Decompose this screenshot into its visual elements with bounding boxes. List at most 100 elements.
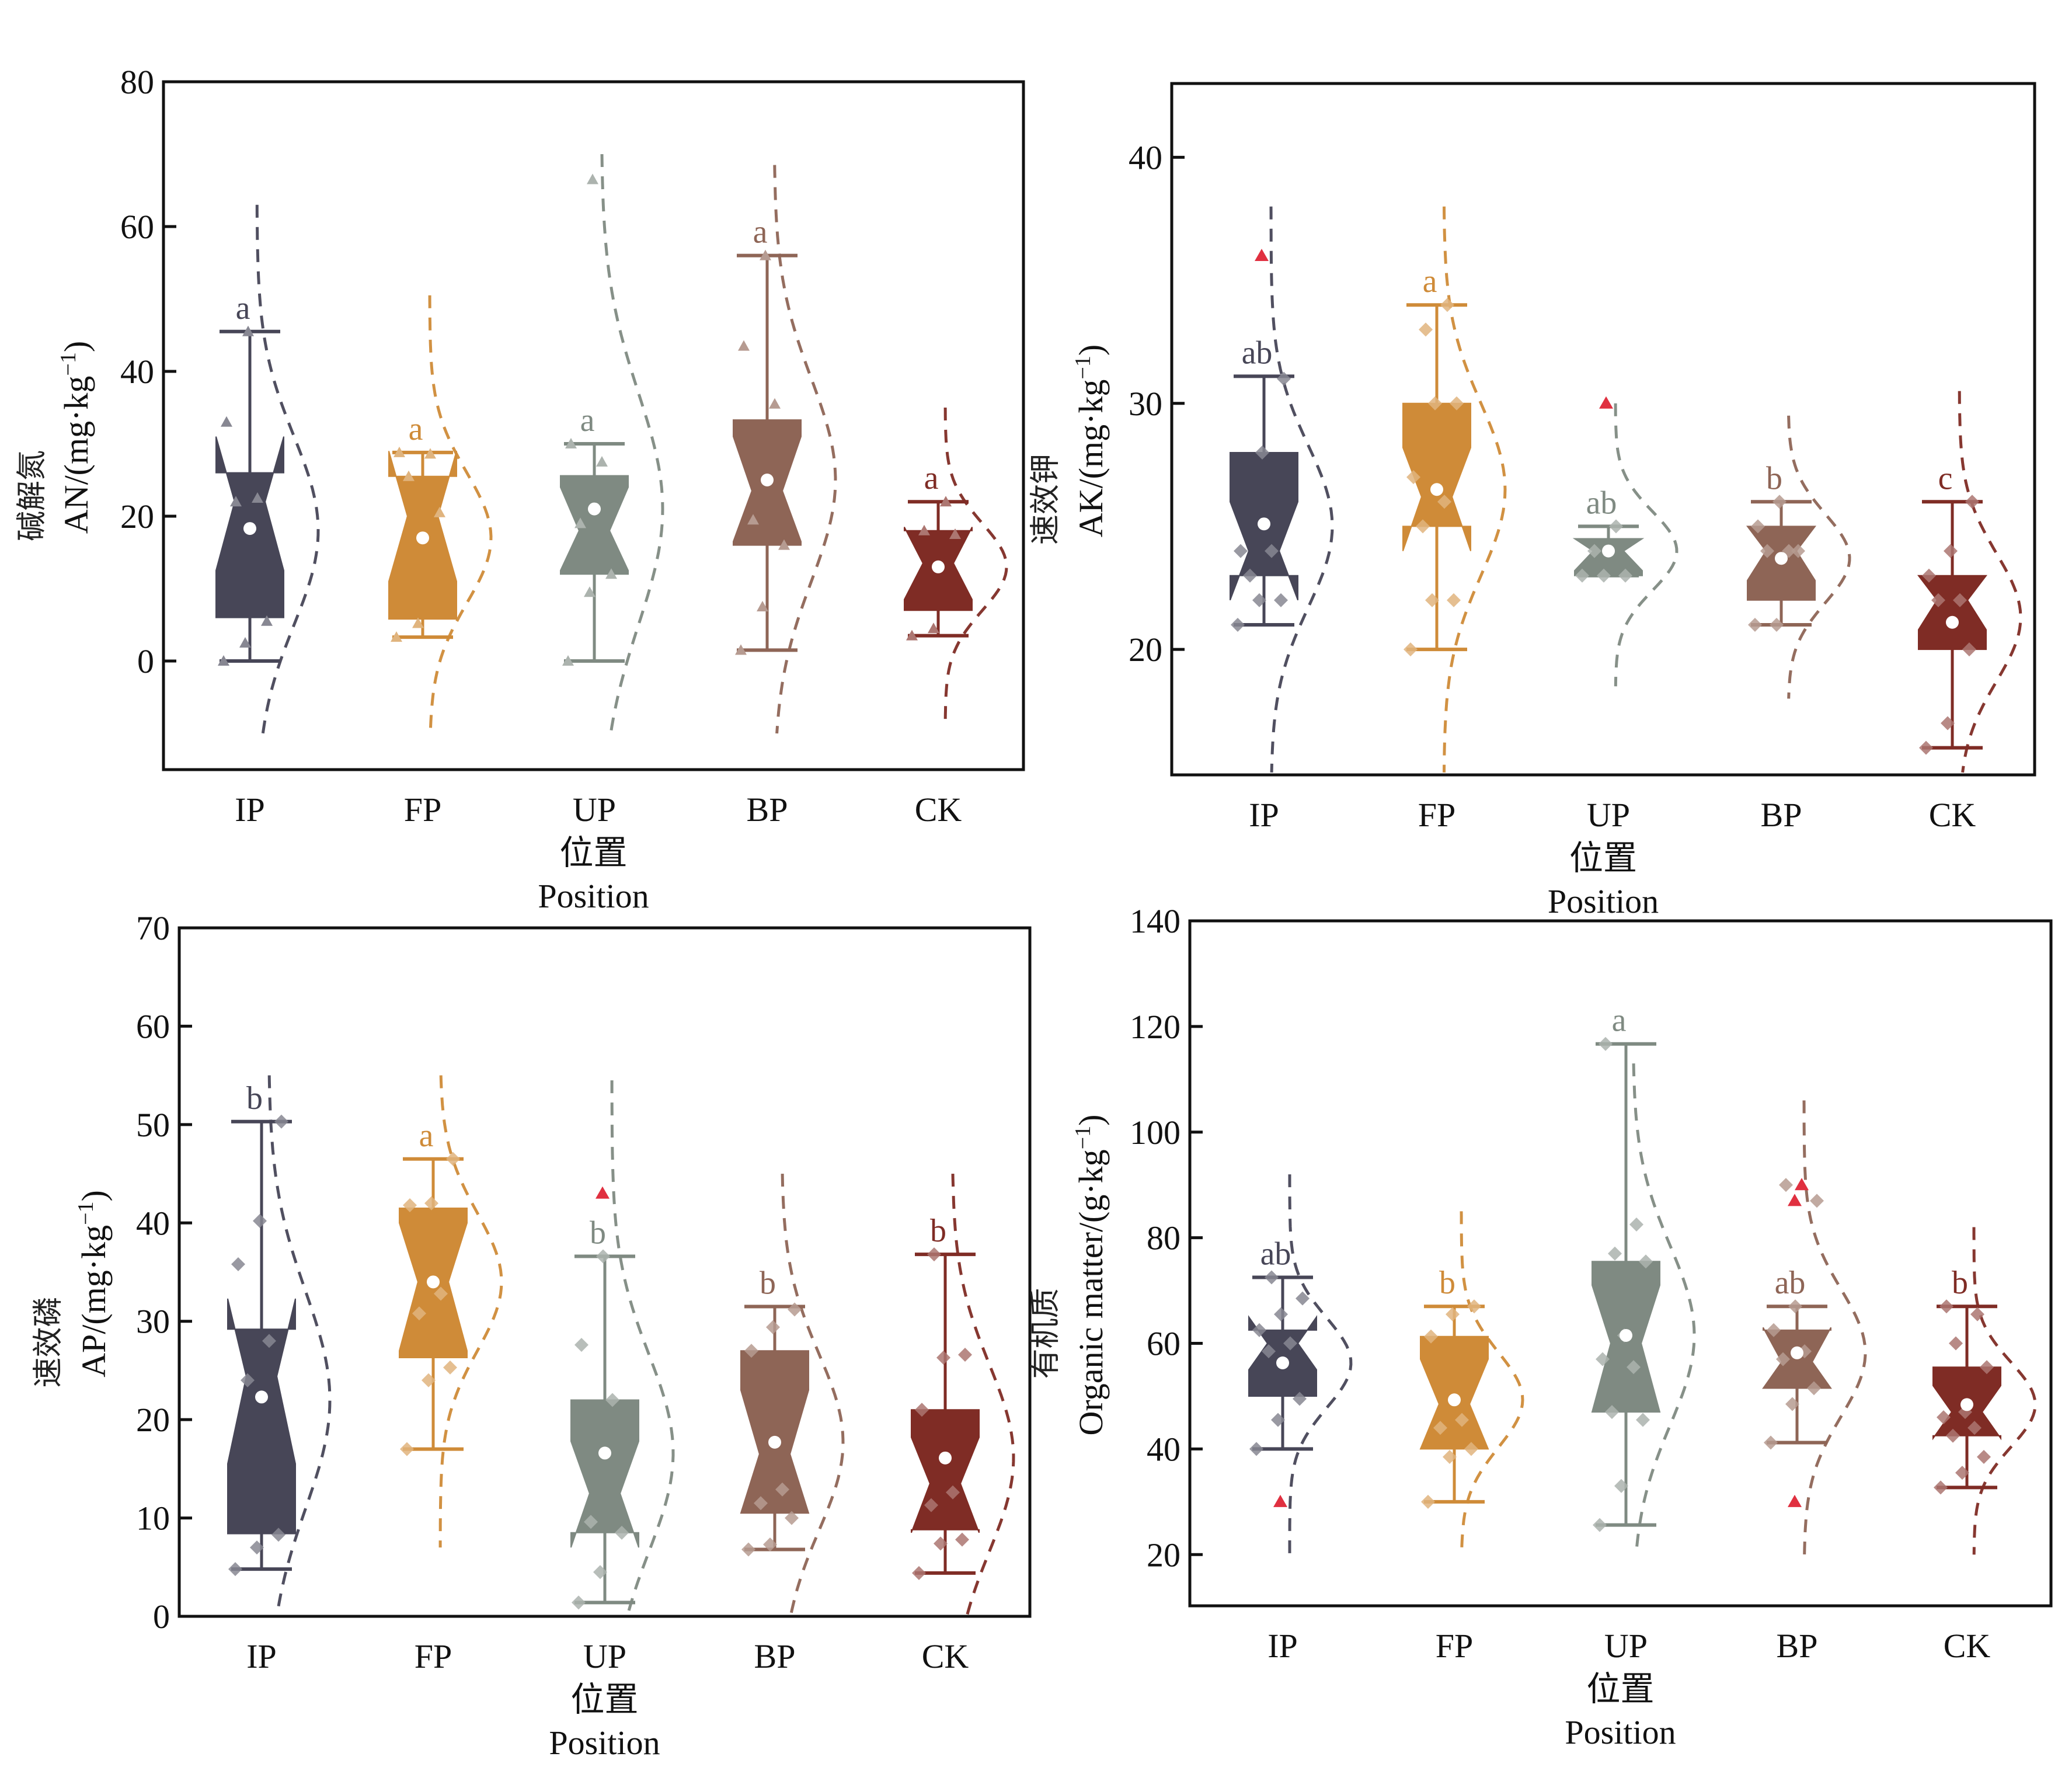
data-point	[958, 1347, 972, 1362]
data-point	[1785, 1397, 1799, 1411]
box-group-ck: c	[1917, 391, 2022, 773]
data-point	[1252, 593, 1266, 607]
significance-letter: a	[419, 1118, 434, 1154]
notched-box	[560, 475, 629, 575]
kde-curve	[1288, 1174, 1353, 1555]
mean-marker	[1448, 1393, 1461, 1407]
data-point	[1437, 495, 1451, 509]
kde-curve	[1958, 391, 2022, 773]
x-tick-label-ip: IP	[1267, 1627, 1298, 1665]
data-point	[412, 1306, 426, 1321]
significance-letter: a	[924, 460, 939, 496]
ak-ylabel-sup: −1	[1071, 356, 1095, 379]
data-point	[1271, 1413, 1285, 1427]
data-point	[1748, 617, 1762, 632]
data-point	[1967, 1421, 1982, 1435]
ap-ylabel-en: AP/(mg·kg−1)	[74, 1190, 113, 1377]
notched-box	[1917, 575, 1988, 651]
mean-marker	[932, 560, 945, 573]
ap-marks: b a b b b	[227, 1075, 1015, 1617]
data-point	[1760, 544, 1774, 558]
y-tick-label: 0	[153, 1598, 170, 1636]
data-point	[1255, 446, 1269, 460]
data-point	[763, 1537, 777, 1552]
data-point	[1593, 1518, 1607, 1532]
y-tick-label: 10	[136, 1500, 170, 1537]
data-point	[1596, 1352, 1610, 1366]
data-point	[1274, 1307, 1288, 1321]
kde-curve	[1632, 1063, 1696, 1555]
box-group-ck: a	[904, 407, 1008, 726]
data-point	[744, 1344, 758, 1358]
om-ylabel-en: Organic matter/(g·kg−1)	[1071, 1115, 1110, 1436]
data-point	[936, 1351, 950, 1365]
data-point	[1587, 544, 1601, 558]
kde-curve	[943, 407, 1008, 726]
ap-ylabel-sup: −1	[74, 1201, 98, 1225]
data-point	[747, 514, 759, 525]
notched-box	[1402, 402, 1471, 551]
an-xlabel-cn: 位置	[559, 834, 627, 872]
data-point	[218, 655, 229, 666]
y-tick-label: 40	[136, 1204, 170, 1242]
y-tick-label: 20	[120, 498, 154, 535]
data-point	[434, 506, 445, 517]
an-ylabel-close: )	[57, 341, 95, 352]
data-point	[572, 1595, 586, 1610]
data-point	[615, 1525, 629, 1540]
significance-letter: b	[930, 1213, 946, 1249]
data-point	[1605, 1405, 1619, 1420]
kde-curve	[1802, 1100, 1867, 1555]
x-tick-label-ip: IP	[235, 791, 265, 829]
data-point	[741, 1542, 755, 1557]
data-point	[241, 1373, 255, 1387]
data-point	[443, 1360, 457, 1375]
y-tick-label: 40	[1129, 138, 1162, 176]
significance-letter: a	[1423, 263, 1437, 300]
outlier-point	[1599, 396, 1613, 409]
notched-box	[1419, 1335, 1489, 1450]
box-group-up: b	[570, 1080, 675, 1617]
data-point	[230, 496, 242, 507]
ak-x-ticks: IP FP UP BP CK	[1249, 796, 1976, 834]
x-tick-label-up: UP	[1587, 796, 1630, 834]
data-point	[928, 622, 939, 634]
ak-xlabel-cn: 位置	[1569, 839, 1637, 877]
data-point	[574, 1338, 588, 1352]
x-tick-label-ip: IP	[246, 1637, 277, 1675]
data-point	[274, 1114, 288, 1129]
data-point	[1447, 593, 1461, 607]
kde-curve	[951, 1174, 1015, 1617]
box-group-bp: b	[740, 1174, 845, 1617]
ap-ylabel-en-main: AP/(mg·kg	[75, 1225, 113, 1377]
data-point	[422, 1373, 436, 1387]
data-point	[1955, 1466, 1969, 1480]
data-point	[1639, 1254, 1653, 1269]
data-point	[1770, 617, 1784, 632]
kde-curve	[1269, 206, 1334, 773]
data-point	[1265, 1270, 1279, 1285]
data-point	[400, 1442, 414, 1456]
significance-letter: ab	[1586, 485, 1617, 521]
x-tick-label-ip: IP	[1249, 796, 1279, 834]
data-point	[1277, 371, 1291, 386]
data-point	[1597, 568, 1611, 583]
an-x-ticks: IP FP UP BP CK	[235, 791, 962, 829]
an-xlabel-en: Position	[538, 877, 649, 915]
data-point	[252, 492, 263, 503]
y-tick-label: 40	[120, 353, 154, 391]
data-point	[1440, 298, 1454, 312]
an-frame	[162, 80, 1025, 771]
an-ylabel-en-main: AN/(mg·kg	[57, 376, 95, 534]
data-point	[735, 644, 747, 655]
data-point	[1609, 519, 1623, 534]
data-point	[412, 617, 424, 628]
data-point	[1464, 1442, 1478, 1456]
box-group-ip: ab	[1230, 206, 1334, 773]
notched-box	[740, 1350, 810, 1514]
data-point	[271, 1528, 285, 1542]
kde-curve	[267, 1075, 332, 1617]
data-point	[1614, 1479, 1628, 1493]
data-point	[1293, 1392, 1307, 1406]
